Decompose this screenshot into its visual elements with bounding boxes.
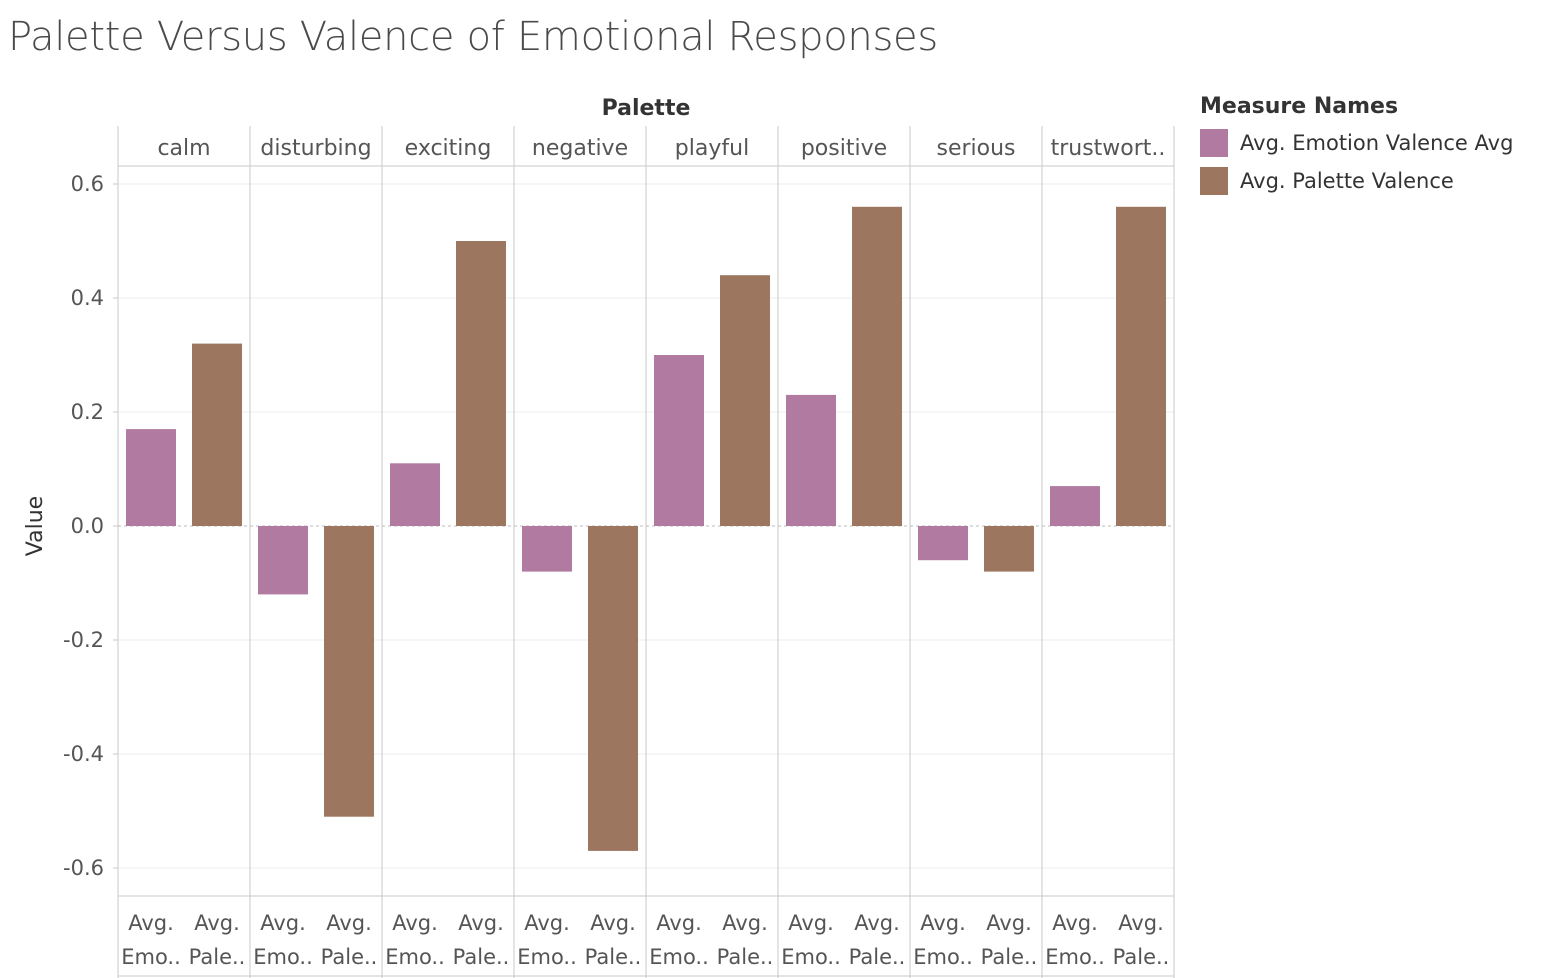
category-header: negative [532, 136, 628, 161]
category-header: positive [801, 136, 887, 161]
x-tick-label: Avg. [656, 911, 702, 935]
category-header: playful [675, 136, 749, 161]
y-tick-label: 0.2 [71, 400, 104, 424]
legend-label-emotion: Avg. Emotion Valence Avg [1240, 131, 1514, 155]
y-axis-label: Value [23, 496, 48, 556]
x-tick-label: Avg. [458, 911, 504, 935]
y-tick-label: 0.0 [71, 514, 104, 538]
category-header: exciting [405, 136, 492, 161]
legend-swatch-emotion [1200, 129, 1228, 157]
bar-palette [984, 526, 1034, 572]
column-header-title: Palette [602, 96, 691, 121]
x-tick-label: Emo.. [649, 945, 709, 969]
bar-emotion [126, 429, 176, 526]
x-tick-label: Avg. [986, 911, 1032, 935]
x-tick-label: Emo.. [121, 945, 181, 969]
x-tick-label: Avg. [392, 911, 438, 935]
bar-emotion [258, 526, 308, 595]
x-tick-label: Emo.. [913, 945, 973, 969]
x-tick-label: Avg. [854, 911, 900, 935]
legend-swatch-palette [1200, 167, 1228, 195]
x-tick-label: Pale.. [321, 945, 378, 969]
x-tick-label: Avg. [524, 911, 570, 935]
bar-emotion [522, 526, 572, 572]
category-header: serious [936, 136, 1015, 161]
x-tick-label: Avg. [788, 911, 834, 935]
x-tick-label: Emo.. [517, 945, 577, 969]
bar-emotion [390, 463, 440, 526]
bar-palette [852, 206, 902, 527]
bar-emotion [786, 394, 836, 526]
bar-emotion [918, 526, 968, 561]
y-tick-label: 0.6 [71, 172, 104, 196]
bar-emotion [1050, 486, 1100, 526]
x-tick-label: Pale.. [189, 945, 246, 969]
x-tick-label: Avg. [590, 911, 636, 935]
x-tick-label: Pale.. [453, 945, 510, 969]
y-tick-label: 0.4 [71, 286, 104, 310]
x-tick-label: Avg. [128, 911, 174, 935]
x-tick-label: Pale.. [849, 945, 906, 969]
x-tick-label: Avg. [260, 911, 306, 935]
x-tick-label: Avg. [722, 911, 768, 935]
legend-item-emotion[interactable]: Avg. Emotion Valence Avg [1200, 129, 1513, 157]
bar-palette [192, 343, 242, 526]
x-tick-label: Avg. [1052, 911, 1098, 935]
x-tick-label: Pale.. [981, 945, 1038, 969]
bar-palette [720, 275, 770, 526]
y-tick-label: -0.2 [63, 628, 104, 652]
bar-palette [456, 241, 506, 526]
bar-palette [588, 526, 638, 851]
legend-item-palette[interactable]: Avg. Palette Valence [1200, 167, 1513, 195]
legend-label-palette: Avg. Palette Valence [1240, 169, 1454, 193]
bar-palette [1116, 206, 1166, 527]
x-tick-label: Pale.. [585, 945, 642, 969]
y-tick-label: -0.4 [63, 742, 104, 766]
legend-title: Measure Names [1200, 94, 1399, 119]
legend: Measure Names Avg. Emotion Valence Avg A… [1200, 94, 1513, 195]
category-header: calm [157, 136, 210, 161]
x-tick-label: Avg. [1118, 911, 1164, 935]
x-tick-label: Avg. [326, 911, 372, 935]
x-tick-label: Emo.. [253, 945, 313, 969]
category-header: trustwort.. [1051, 136, 1166, 161]
y-tick-label: -0.6 [63, 856, 104, 880]
bar-palette [324, 526, 374, 817]
x-tick-label: Avg. [920, 911, 966, 935]
x-tick-label: Avg. [194, 911, 240, 935]
bar-emotion [654, 355, 704, 526]
x-tick-label: Emo.. [1045, 945, 1105, 969]
chart-title: Palette Versus Valence of Emotional Resp… [8, 14, 938, 60]
x-tick-label: Pale.. [717, 945, 774, 969]
x-tick-label: Emo.. [781, 945, 841, 969]
x-tick-label: Emo.. [385, 945, 445, 969]
category-header: disturbing [260, 136, 371, 161]
x-tick-label: Pale.. [1113, 945, 1170, 969]
